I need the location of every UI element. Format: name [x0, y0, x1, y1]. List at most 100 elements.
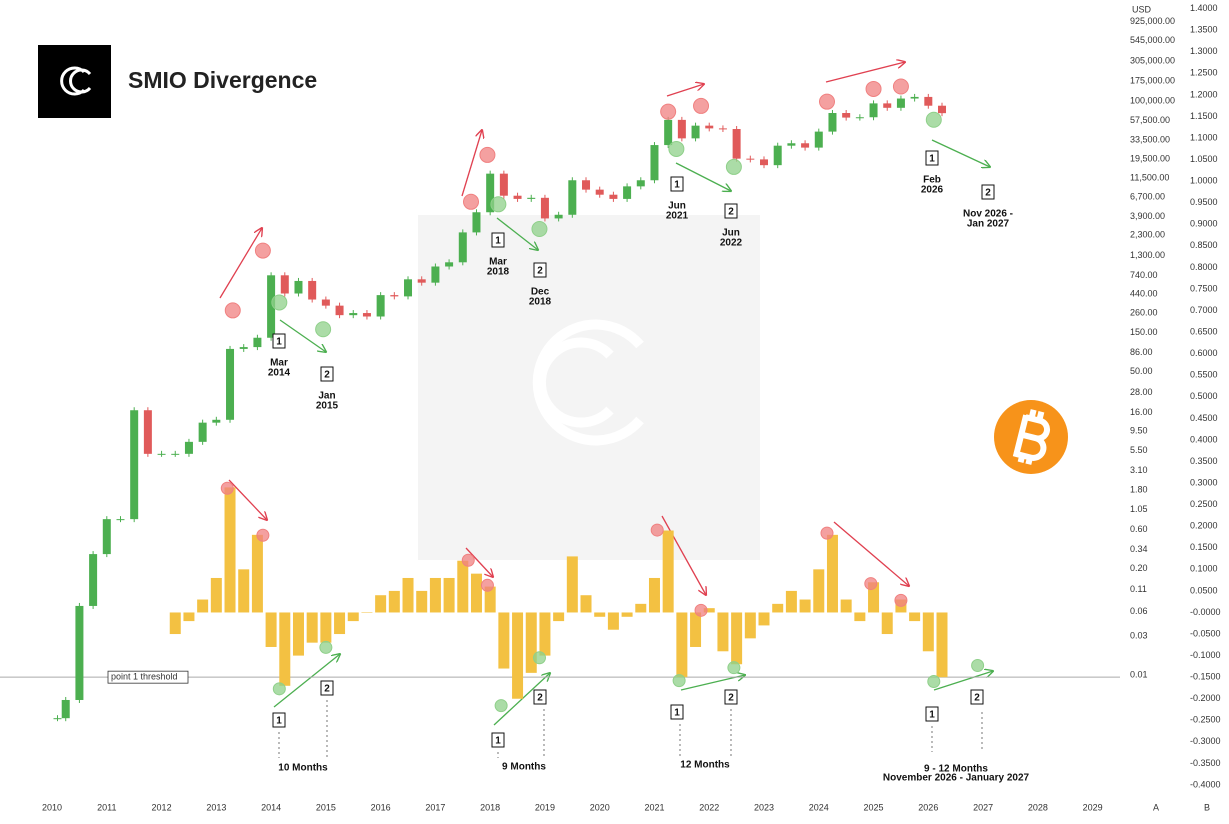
y-tick-label: 11,500.00: [1130, 172, 1169, 182]
y-tick-label: 440.00: [1130, 289, 1158, 299]
candle: [910, 96, 919, 99]
x-tick-label: 2026: [918, 802, 938, 812]
marker: [224, 302, 241, 319]
x-tick-label: 2024: [809, 802, 829, 812]
bar: [607, 612, 619, 630]
x-tick-label: 2010: [42, 802, 62, 812]
date-label: 2021: [666, 211, 689, 222]
candle: [828, 113, 837, 132]
candle: [513, 195, 522, 199]
candle: [116, 519, 125, 521]
bar: [443, 577, 455, 613]
y-tick-label: 925,000.00: [1130, 16, 1175, 26]
candle: [198, 422, 207, 442]
y-tick-label: 740.00: [1130, 270, 1158, 280]
y-tick-label: 33,500.00: [1130, 134, 1170, 144]
bar: [826, 534, 838, 613]
y2-tick-label: 0.2500: [1190, 499, 1218, 509]
bar: [813, 569, 825, 613]
marker: [315, 321, 332, 338]
step-number: 2: [728, 693, 734, 704]
step-number: 1: [276, 337, 282, 348]
y-tick-label: 260.00: [1130, 307, 1158, 317]
candle: [883, 103, 892, 108]
bar: [744, 612, 756, 639]
threshold-label: point 1 threshold: [111, 672, 178, 682]
candle: [732, 129, 741, 159]
y-tick-label: 0.11: [1130, 584, 1147, 594]
scale-button[interactable]: B: [1204, 802, 1210, 812]
candle: [801, 143, 810, 148]
date-label: Jan 2027: [967, 219, 1010, 230]
date-label: Jun: [668, 201, 686, 212]
marker: [865, 80, 882, 97]
y-tick-label: 9.50: [1130, 425, 1148, 435]
y-axis-unit: USD: [1132, 4, 1152, 14]
candle: [691, 125, 700, 139]
marker: [272, 682, 286, 696]
bar: [840, 599, 852, 613]
date-label: 2018: [487, 267, 510, 278]
candle: [896, 98, 905, 108]
y2-tick-label: 0.4500: [1190, 413, 1218, 423]
y2-tick-label: 0.6000: [1190, 348, 1218, 358]
threshold-label-box: [107, 670, 189, 684]
dashed-guides: [278, 700, 983, 758]
scale-button[interactable]: A: [1153, 802, 1159, 812]
bar: [936, 612, 948, 678]
bar: [758, 612, 770, 626]
candle: [53, 718, 62, 720]
y2-tick-label: 1.3000: [1190, 46, 1218, 56]
step-box: [981, 184, 995, 200]
y-tick-label: 0.60: [1130, 524, 1148, 534]
bar: [169, 612, 181, 635]
bar: [922, 612, 934, 652]
candle: [184, 441, 193, 454]
candle: [404, 279, 413, 297]
y-tick-label: 1.80: [1130, 485, 1148, 495]
bar: [183, 612, 195, 622]
y-tick-label: 305,000.00: [1130, 56, 1175, 66]
candle: [554, 214, 563, 219]
y-tick-label: 0.20: [1130, 563, 1148, 573]
step-number: 1: [276, 716, 282, 727]
y2-tick-label: 0.1000: [1190, 564, 1218, 574]
date-label: Dec: [531, 287, 550, 298]
candle: [431, 266, 440, 283]
y-tick-label: 1.05: [1130, 504, 1148, 514]
marker: [461, 553, 475, 567]
y-tick-label: 57,500.00: [1130, 115, 1170, 125]
step-box: [272, 712, 286, 728]
bar: [251, 534, 263, 613]
candle: [362, 313, 371, 317]
candle: [294, 280, 303, 294]
y2-tick-label: 0.5000: [1190, 391, 1218, 401]
candle: [335, 305, 344, 316]
step-number: 2: [728, 207, 734, 218]
bar: [429, 577, 441, 613]
x-tick-label: 2017: [425, 802, 445, 812]
y2-tick-label: 0.6500: [1190, 326, 1218, 336]
bar: [553, 612, 565, 622]
y-tick-label: 6,700.00: [1130, 192, 1165, 202]
marker: [894, 593, 908, 607]
date-label: 2014: [268, 368, 291, 379]
candle: [157, 453, 166, 455]
bar: [621, 612, 633, 617]
candle: [814, 131, 823, 148]
step-number: 2: [537, 693, 543, 704]
bar: [785, 590, 797, 613]
bar: [648, 577, 660, 613]
duration-label: 12 Months: [680, 760, 730, 771]
marker: [892, 78, 909, 95]
marker: [693, 97, 710, 114]
bar: [361, 612, 373, 613]
bar: [416, 590, 428, 613]
y2-tick-label: -0.1000: [1190, 650, 1221, 660]
y2-tick-label: 0.9000: [1190, 219, 1218, 229]
bar: [717, 612, 729, 652]
candle: [61, 699, 70, 719]
bar: [690, 612, 702, 647]
duration-label: 10 Months: [278, 763, 328, 774]
marker: [463, 193, 480, 210]
